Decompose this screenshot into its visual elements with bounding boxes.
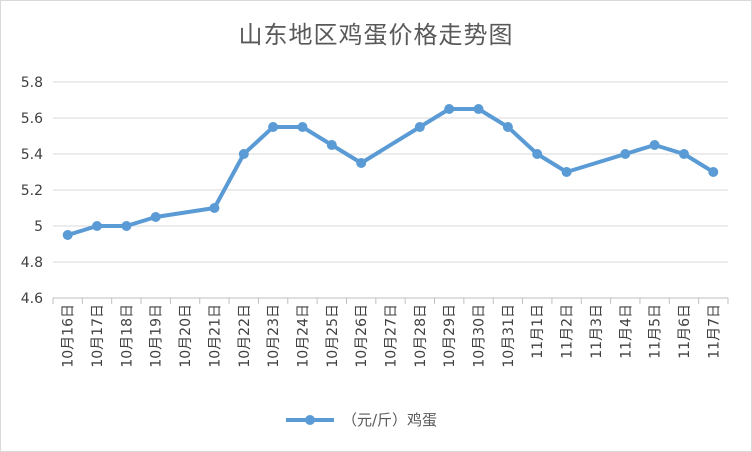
x-tick-label: 10月29日 (442, 304, 458, 368)
x-tick-label: 10月27日 (384, 304, 400, 368)
data-point (326, 140, 337, 150)
y-tick-label: 5.2 (21, 183, 43, 199)
data-point (268, 122, 279, 132)
x-tick-label: 11月2日 (560, 304, 576, 359)
x-axis-ticks: 10月16日 10月17日 10月18日 10月19日 10月20日 10月21日 10月2… (52, 298, 729, 368)
legend: （元/斤）鸡蛋 (286, 411, 437, 429)
x-tick-label: 10月28日 (413, 304, 429, 368)
y-tick-label: 5.4 (21, 147, 43, 163)
series-line-group (62, 104, 719, 240)
x-tick-label: 10月22日 (237, 304, 253, 368)
y-tick-label: 5.8 (21, 75, 43, 91)
data-point (356, 158, 367, 168)
series-line (65, 107, 716, 237)
legend-label: （元/斤）鸡蛋 (342, 411, 437, 429)
x-tick-label: 10月19日 (149, 304, 165, 368)
data-point (649, 140, 660, 150)
x-tick-label: 10月31日 (501, 304, 517, 368)
x-tick-label: 10月24日 (295, 304, 311, 368)
x-tick-label: 10月25日 (325, 304, 341, 368)
x-tick-label: 10月18日 (119, 304, 135, 368)
data-point (121, 221, 132, 231)
legend-dot-marker (305, 415, 315, 425)
data-point (708, 167, 719, 177)
data-point (150, 212, 161, 222)
x-tick-label: 11月4日 (618, 304, 634, 359)
data-point (561, 167, 572, 177)
x-tick-label: 11月1日 (530, 304, 546, 359)
x-tick-label: 10月20日 (178, 304, 194, 368)
data-point (238, 149, 249, 159)
y-tick-label: 5.6 (21, 111, 43, 127)
data-point (502, 122, 513, 132)
data-point (620, 149, 631, 159)
x-tick-label: 11月6日 (677, 304, 693, 359)
y-tick-label: 4.8 (21, 255, 43, 271)
x-tick-label: 10月16日 (61, 304, 77, 368)
data-point (473, 104, 484, 114)
x-tick-label: 10月17日 (90, 304, 106, 368)
x-tick-label: 11月3日 (589, 304, 605, 359)
x-tick-label: 10月30日 (472, 304, 488, 368)
data-point (679, 149, 689, 159)
data-point (92, 221, 102, 231)
y-tick-label: 4.6 (21, 291, 43, 307)
data-point (532, 149, 543, 159)
y-tick-label: 5 (34, 219, 43, 235)
x-tick-label: 11月5日 (648, 304, 664, 359)
x-tick-label: 11月7日 (706, 304, 722, 359)
gridlines (53, 81, 728, 299)
data-point (444, 104, 455, 114)
x-tick-label: 10月21日 (207, 304, 223, 368)
y-axis-ticks: 4.6 4.8 5 5.2 5.4 5.6 5.8 (21, 75, 43, 307)
data-point (414, 122, 425, 132)
data-point (297, 122, 308, 132)
chart-title: 山东地区鸡蛋价格走势图 (238, 21, 514, 49)
data-point (62, 230, 73, 240)
data-point (209, 203, 220, 213)
x-tick-label: 10月23日 (266, 304, 282, 368)
x-tick-label: 10月26日 (354, 304, 370, 368)
